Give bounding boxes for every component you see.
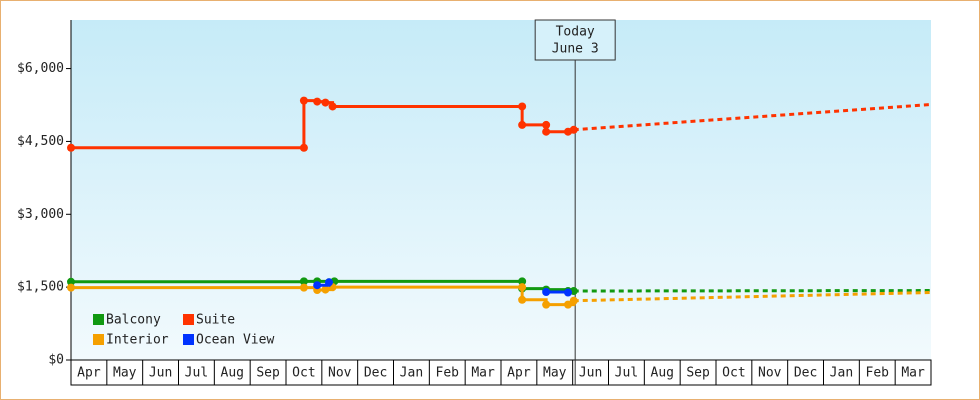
plot-area [71,20,931,360]
x-tick-label: Mar [901,366,925,381]
x-tick-label: Dec [794,366,817,381]
legend-swatch [93,334,104,345]
price-point [518,277,527,286]
y-tick-label: $1,500 [17,280,64,295]
price-point [299,96,308,105]
price-point [328,102,337,111]
x-tick-label: Jun [579,366,602,381]
x-tick-label: Apr [77,366,101,381]
x-tick-label: May [113,366,137,381]
x-tick-label: Jul [615,366,638,381]
x-tick-label: Feb [866,366,890,381]
price-point [569,296,578,305]
x-tick-label: Nov [328,366,352,381]
price-point [564,288,573,297]
x-tick-label: Oct [722,366,745,381]
forecast-line [573,103,932,132]
price-point [299,277,308,286]
x-tick-label: Nov [758,366,782,381]
price-point [313,97,322,106]
x-tick-label: Sep [256,366,280,381]
price-point [299,283,308,292]
x-tick-label: Dec [364,366,387,381]
today-date: June 3 [552,42,599,57]
price-point [67,277,75,286]
price-point [67,143,75,152]
legend-swatch [183,334,194,345]
price-point [321,98,330,107]
today-label: Today [556,25,595,40]
price-point [542,120,551,129]
x-tick-label: Mar [471,366,495,381]
price-point [518,120,527,129]
price-point [67,283,75,292]
x-tick-label: Jan [830,366,853,381]
price-point [518,102,527,111]
price-point [321,285,330,294]
price-point [542,300,551,309]
legend-label: Balcony [106,313,161,328]
y-tick-label: $4,500 [17,134,64,149]
y-tick-label: $0 [48,353,64,368]
price-point [542,127,551,136]
today-box [534,19,616,61]
price-point [313,281,322,290]
price-point [542,288,551,296]
x-tick-label: Feb [436,366,460,381]
legend-swatch [183,314,194,325]
x-tick-label: Jan [400,366,423,381]
price-point [325,278,333,287]
forecast-line [573,290,932,303]
price-point [518,283,527,292]
legend-label: Interior [106,333,169,348]
y-tick-label: $6,000 [17,61,64,76]
x-tick-label: Jun [149,366,172,381]
legend-swatch [93,314,104,325]
x-tick-label: Aug [221,366,244,381]
x-tick-label: Jul [185,366,208,381]
price-point [518,295,527,304]
price-point [569,125,578,134]
price-point [299,143,308,152]
x-tick-label: May [543,366,567,381]
x-tick-label: Aug [651,366,674,381]
x-tick-label: Oct [292,366,315,381]
legend-label: Ocean View [196,333,274,348]
x-tick-label: Sep [686,366,710,381]
x-tick-label: Apr [507,366,531,381]
price-point [564,300,573,309]
legend-label: Suite [196,313,235,328]
y-tick-label: $3,000 [17,207,64,222]
